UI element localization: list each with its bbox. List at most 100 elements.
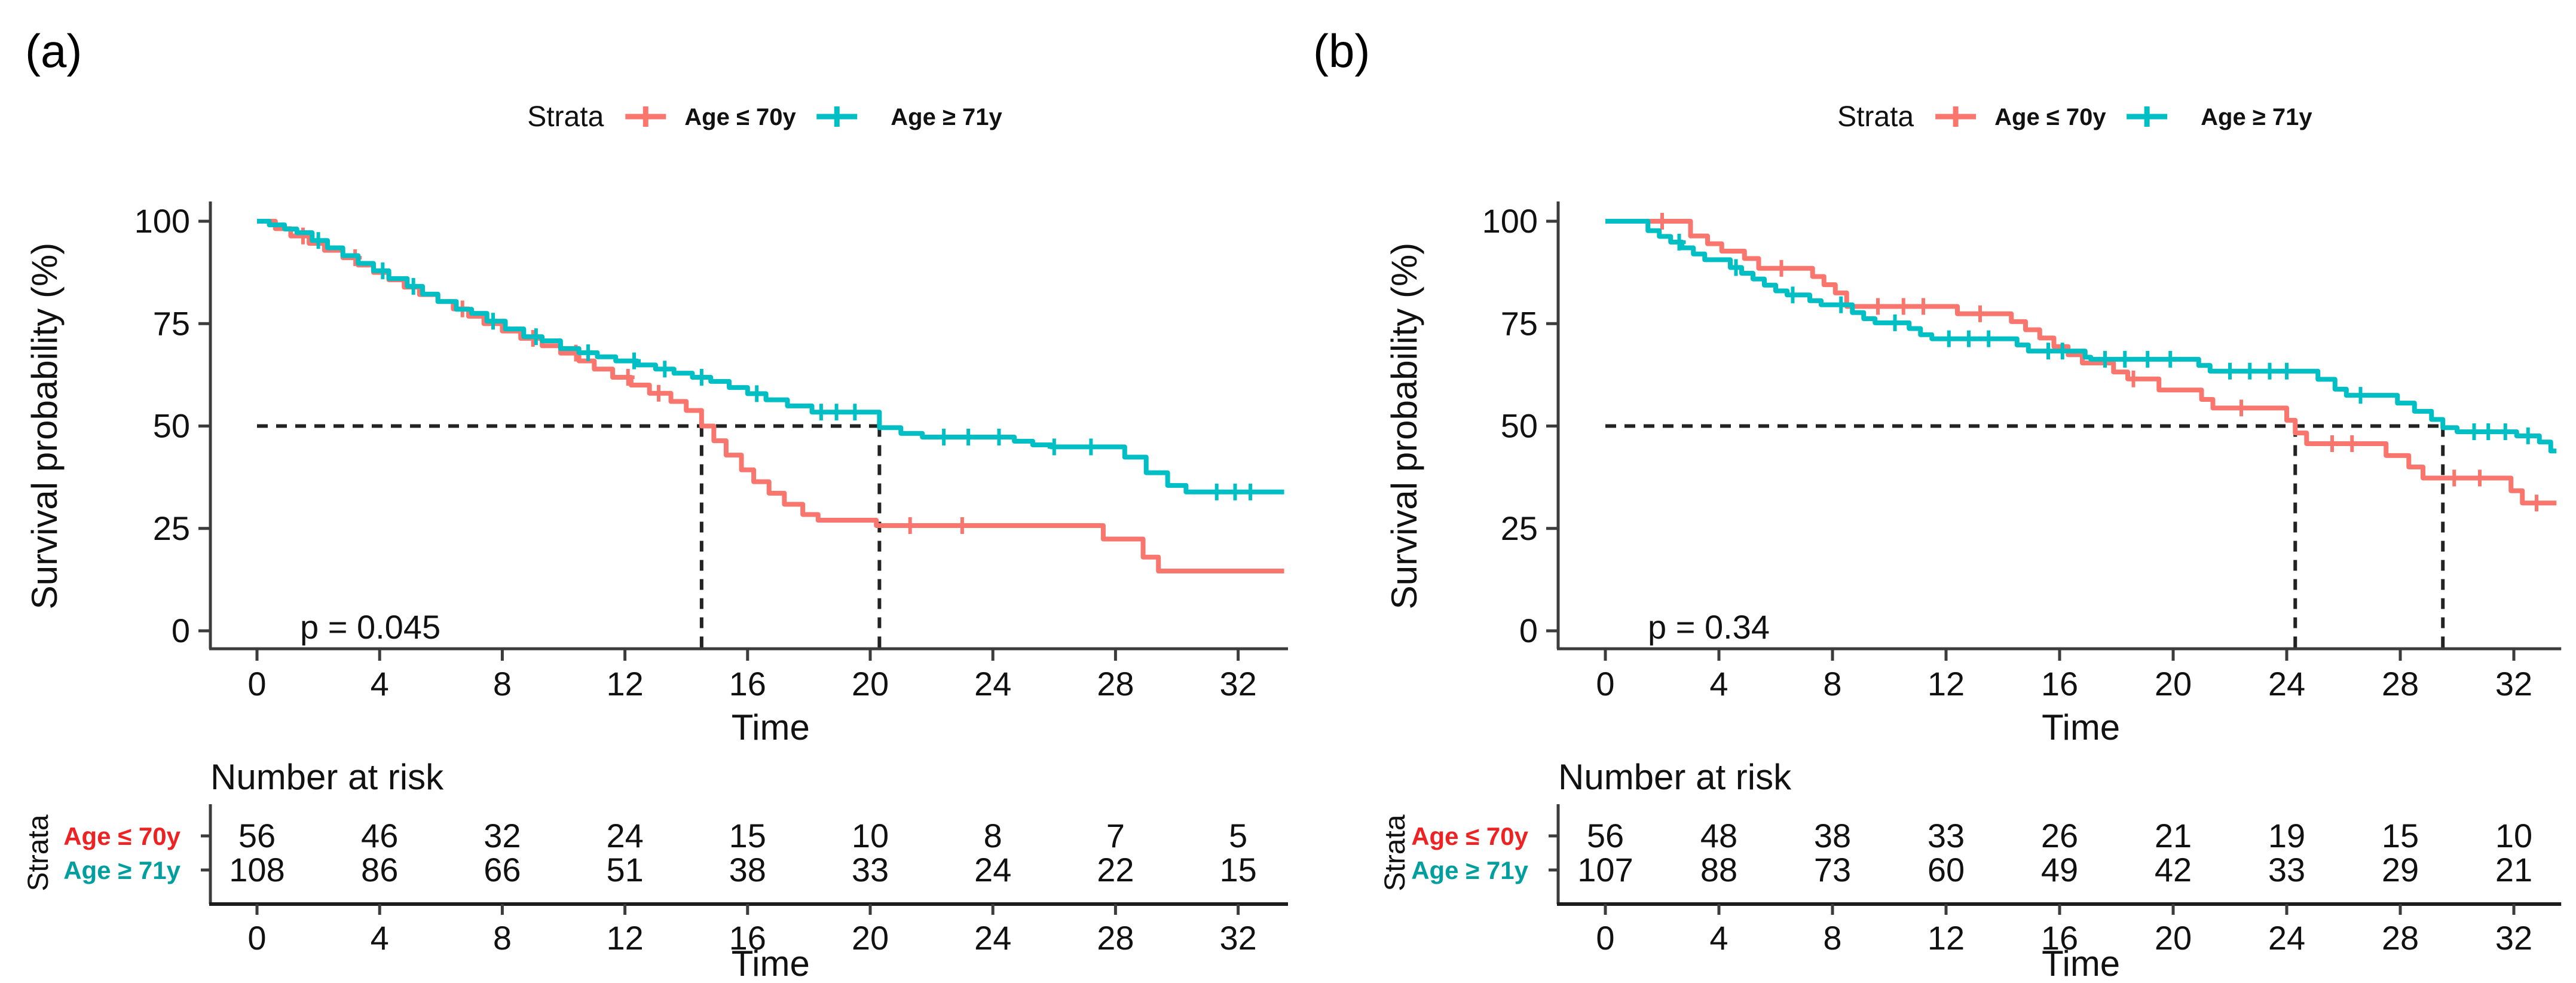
risk-value: 42	[2155, 851, 2192, 889]
legend-label-1: Age ≥ 71y	[2201, 104, 2312, 130]
risk-value: 15	[2382, 817, 2419, 854]
y-axis-title: Survival probability (%)	[1384, 243, 1424, 610]
risk-table-time-label: Time	[2042, 944, 2120, 983]
risk-row-label-0: Age ≤ 70y	[1411, 822, 1528, 850]
x-tick-label: 20	[852, 665, 889, 703]
x-tick-label: 4	[1709, 665, 1728, 703]
x-tick-label: 24	[974, 665, 1011, 703]
risk-value: 22	[1097, 851, 1134, 889]
y-tick-label: 75	[1501, 304, 1538, 342]
risk-value: 38	[1814, 817, 1851, 854]
y-tick-label: 25	[153, 509, 190, 547]
risk-value: 7	[1106, 817, 1125, 854]
legend-label-0: Age ≤ 70y	[1994, 104, 2106, 130]
risk-value: 29	[2382, 851, 2419, 889]
risk-row-label-1: Age ≥ 71y	[1411, 856, 1528, 884]
risk-x-tick-label: 20	[2155, 919, 2192, 957]
p-value-label: p = 0.045	[300, 608, 440, 646]
risk-value: 10	[2495, 817, 2532, 854]
risk-table-title: Number at risk	[1558, 757, 1792, 797]
y-tick-label: 50	[1501, 407, 1538, 445]
y-tick-label: 50	[153, 407, 190, 445]
risk-value: 49	[2041, 851, 2078, 889]
km-panel-b: (b) Strata Age ≤ 70y Age ≥ 71y 100 75 50 25 0 0 4…	[1288, 0, 2576, 983]
risk-x-tick-label: 12	[1928, 919, 1965, 957]
risk-x-tick-label: 24	[974, 919, 1011, 957]
legend-label-1: Age ≥ 71y	[891, 104, 1002, 130]
risk-value: 24	[974, 851, 1011, 889]
panel-label-b: (b)	[1313, 25, 1370, 77]
risk-value: 33	[2268, 851, 2305, 889]
risk-table-time-label: Time	[732, 944, 810, 983]
risk-value: 21	[2495, 851, 2532, 889]
risk-value: 107	[1577, 851, 1633, 889]
risk-value: 60	[1928, 851, 1965, 889]
risk-x-tick-label: 12	[606, 919, 643, 957]
risk-x-tick-label: 16	[729, 919, 766, 957]
y-tick-label: 100	[134, 202, 190, 240]
survival-curve-1	[1605, 219, 2557, 454]
risk-value: 26	[2041, 817, 2078, 854]
x-tick-label: 4	[371, 665, 389, 703]
risk-row-label-0: Age ≤ 70y	[63, 822, 180, 850]
x-tick-label: 20	[2155, 665, 2192, 703]
risk-value: 46	[361, 817, 398, 854]
risk-table-title: Number at risk	[210, 757, 444, 797]
y-tick-label: 25	[1501, 509, 1538, 547]
y-tick-label: 100	[1482, 202, 1538, 240]
risk-x-tick-label: 4	[1709, 919, 1728, 957]
risk-value: 66	[484, 851, 521, 889]
survival-curve-1	[257, 219, 1284, 494]
y-tick-label: 0	[1519, 612, 1538, 649]
risk-value: 19	[2268, 817, 2305, 854]
risk-value: 73	[1814, 851, 1851, 889]
risk-value: 86	[361, 851, 398, 889]
x-tick-label: 0	[1596, 665, 1614, 703]
x-tick-label: 32	[2495, 665, 2532, 703]
risk-value: 15	[1219, 851, 1256, 889]
km-panel-a: (a) Strata Age ≤ 70y Age ≥ 71y 100 75 50 25 0 0 4…	[23, 25, 1288, 983]
risk-x-tick-label: 16	[2041, 919, 2078, 957]
x-axis-title: Time	[2042, 707, 2120, 747]
risk-value: 10	[852, 817, 889, 854]
risk-x-tick-label: 24	[2268, 919, 2305, 957]
risk-value: 33	[852, 851, 889, 889]
risk-value: 108	[229, 851, 284, 889]
legend-label-0: Age ≤ 70y	[684, 104, 796, 130]
risk-table-strata-label: Strata	[23, 814, 54, 891]
risk-value: 24	[606, 817, 643, 854]
risk-value: 5	[1229, 817, 1247, 854]
legend-title: Strata	[527, 101, 604, 133]
x-tick-label: 16	[729, 665, 766, 703]
survival-curve-0	[1605, 219, 2557, 506]
x-tick-label: 24	[2268, 665, 2305, 703]
risk-x-tick-label: 0	[1596, 919, 1614, 957]
risk-value: 48	[1700, 817, 1737, 854]
risk-x-tick-label: 4	[371, 919, 389, 957]
x-tick-label: 12	[1928, 665, 1965, 703]
risk-value: 21	[2155, 817, 2192, 854]
risk-value: 56	[238, 817, 276, 854]
risk-x-tick-label: 28	[2382, 919, 2419, 957]
risk-x-tick-label: 28	[1097, 919, 1134, 957]
risk-x-tick-label: 32	[2495, 919, 2532, 957]
x-axis-title: Time	[732, 707, 810, 747]
risk-x-tick-label: 0	[247, 919, 266, 957]
risk-value: 33	[1928, 817, 1965, 854]
p-value-label: p = 0.34	[1648, 608, 1770, 646]
risk-value: 8	[984, 817, 1002, 854]
x-tick-label: 16	[2041, 665, 2078, 703]
risk-value: 15	[729, 817, 766, 854]
risk-x-tick-label: 8	[493, 919, 512, 957]
x-tick-label: 8	[1823, 665, 1841, 703]
risk-value: 88	[1700, 851, 1737, 889]
risk-value: 38	[729, 851, 766, 889]
risk-value: 56	[1587, 817, 1624, 854]
y-axis-title: Survival probability (%)	[25, 243, 65, 610]
x-tick-label: 12	[606, 665, 643, 703]
legend-title: Strata	[1837, 101, 1914, 133]
risk-x-tick-label: 8	[1823, 919, 1841, 957]
y-tick-label: 75	[153, 304, 190, 342]
